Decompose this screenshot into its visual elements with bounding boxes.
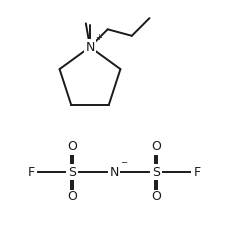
Text: O: O xyxy=(151,191,160,204)
Text: O: O xyxy=(151,141,160,153)
Text: O: O xyxy=(67,141,76,153)
Text: N: N xyxy=(85,41,94,54)
Text: F: F xyxy=(27,166,35,178)
Text: N: N xyxy=(109,166,118,178)
Text: S: S xyxy=(68,166,76,178)
Text: O: O xyxy=(67,191,76,204)
Text: +: + xyxy=(95,33,102,42)
Text: F: F xyxy=(192,166,200,178)
Text: S: S xyxy=(151,166,159,178)
Text: −: − xyxy=(119,158,126,167)
